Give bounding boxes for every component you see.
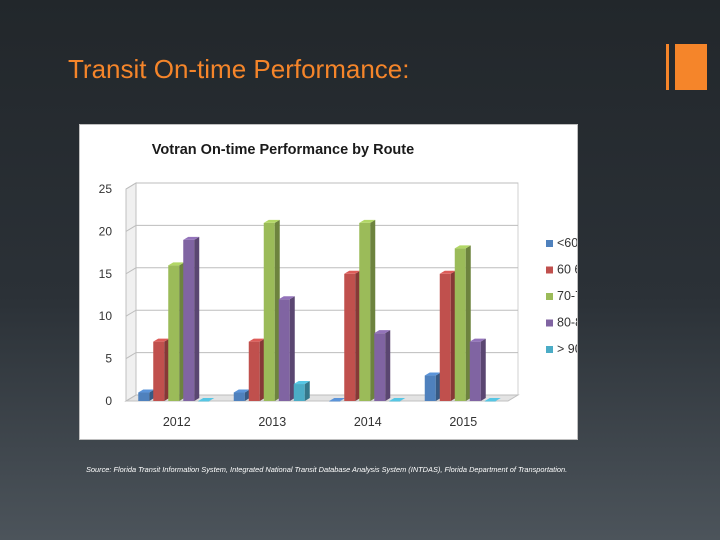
bar-side	[450, 270, 456, 401]
y-tick-label: 25	[99, 182, 113, 196]
legend-swatch	[546, 346, 553, 353]
source-note: Source: Florida Transit Information Syst…	[86, 465, 568, 474]
bar-side	[465, 245, 471, 401]
bar-side	[274, 219, 280, 401]
slide-title: Transit On-time Performance:	[68, 54, 410, 84]
legend-label: 80-89	[557, 316, 577, 330]
bar	[344, 273, 356, 401]
bar-top	[183, 236, 200, 240]
legend-swatch	[546, 266, 553, 274]
bar	[389, 401, 401, 402]
bar-side	[259, 338, 265, 401]
chart-container: Votran On-time Performance by Route 0 5 10 1…	[79, 124, 578, 440]
bar-top	[198, 398, 215, 401]
gridline	[125, 394, 518, 402]
bar-side	[179, 262, 185, 401]
y-tick-label: 0	[105, 394, 112, 408]
bar-side	[370, 219, 376, 401]
bar	[359, 222, 371, 401]
bar	[374, 333, 386, 401]
bar-side	[355, 270, 361, 401]
y-tick-label: 10	[99, 309, 113, 323]
x-tick-label: 2014	[354, 415, 382, 429]
legend-label: > 90	[557, 342, 577, 356]
bar	[138, 392, 150, 401]
bar-side	[385, 330, 391, 401]
bar	[469, 341, 481, 401]
bar	[329, 401, 341, 402]
bar	[153, 341, 165, 401]
bar	[454, 248, 466, 401]
y-tick-label: 15	[99, 267, 113, 281]
legend-swatch	[546, 293, 553, 300]
accent-bar-thick	[675, 44, 707, 90]
y-tick-label: 5	[105, 352, 112, 366]
gridline	[125, 352, 518, 360]
bar	[168, 265, 180, 401]
x-tick-label: 2015	[449, 415, 477, 429]
accent-bar-thin	[666, 44, 669, 90]
bar-side	[289, 296, 295, 401]
bar-top	[374, 330, 391, 334]
bar	[484, 401, 496, 402]
bar	[233, 392, 245, 401]
bar	[183, 239, 195, 401]
bar-side	[244, 389, 250, 401]
legend-label: 60 69	[557, 263, 577, 277]
y-tick-label: 20	[99, 224, 113, 238]
bar-top	[424, 372, 441, 376]
gridline	[125, 182, 518, 190]
chart-title: Votran On-time Performance by Route	[152, 142, 414, 158]
bar	[198, 401, 210, 402]
bar-side	[194, 236, 200, 401]
bar	[424, 375, 436, 401]
bar-side	[164, 338, 170, 401]
chart-side-wall	[125, 182, 137, 402]
bar-top	[484, 398, 501, 401]
x-tick-label: 2012	[163, 415, 191, 429]
gridline	[125, 267, 518, 275]
bar-top	[389, 398, 406, 401]
bar-top	[138, 389, 155, 393]
bar-top	[293, 381, 310, 385]
bar-top	[263, 219, 280, 223]
legend-label: <60	[557, 236, 577, 250]
bar	[263, 222, 275, 401]
bar-top	[439, 270, 456, 274]
bar-top	[233, 389, 250, 393]
gridline	[125, 224, 518, 232]
bar	[439, 273, 451, 401]
bar-top	[469, 338, 486, 342]
bar-top	[248, 338, 265, 342]
bar-top	[329, 398, 346, 401]
bar-top	[168, 262, 185, 266]
legend-label: 70-79	[557, 289, 577, 303]
x-tick-label: 2013	[258, 415, 286, 429]
gridline	[125, 309, 518, 317]
bar-top	[278, 296, 295, 300]
bar-top	[454, 245, 471, 249]
bar-side	[435, 372, 441, 401]
legend-swatch	[546, 319, 553, 327]
bar	[293, 384, 305, 401]
bar-top	[153, 338, 170, 342]
bar-side	[149, 389, 155, 401]
bar-top	[344, 270, 361, 274]
bar	[278, 299, 290, 401]
bar	[248, 341, 260, 401]
bar-chart: Votran On-time Performance by Route 0 5 10 1…	[99, 142, 577, 429]
bar-top	[359, 219, 376, 223]
bar-side	[480, 338, 486, 401]
legend-swatch	[546, 240, 553, 247]
bar-side	[304, 381, 310, 401]
